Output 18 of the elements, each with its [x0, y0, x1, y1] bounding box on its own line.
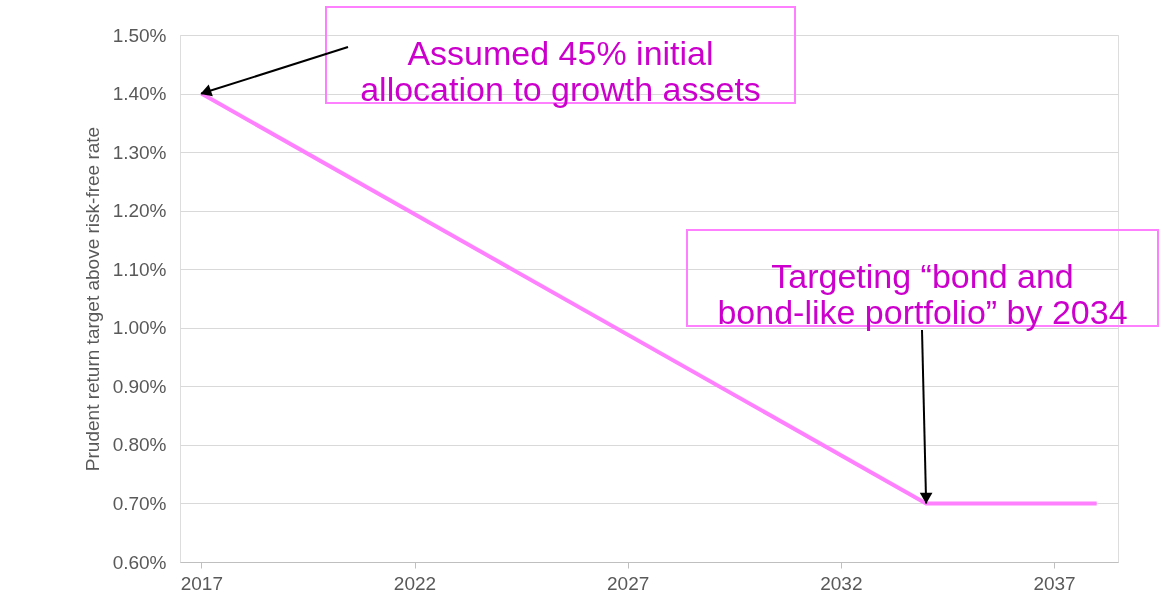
y-tick-label: 0.60% — [112, 551, 167, 573]
y-tick-label: 1.50% — [112, 24, 167, 46]
y-tick-label: 1.30% — [112, 141, 167, 163]
x-tick-label: 2032 — [820, 572, 863, 594]
x-tick-label: 2037 — [1033, 572, 1076, 594]
y-tick-label: 0.80% — [112, 434, 167, 456]
y-tick-label: 1.10% — [112, 258, 167, 280]
y-tick-label: 0.90% — [112, 375, 167, 397]
x-tick-label: 2022 — [393, 572, 437, 594]
y-tick-label: 0.70% — [112, 492, 167, 514]
x-tick-label: 2017 — [180, 572, 223, 594]
y-tick-label: 1.20% — [112, 200, 167, 222]
annotation: Assumed 45% initial allocation to growth assets — [360, 34, 761, 108]
y-axis-title: Prudent return target above risk-free rate — [81, 126, 103, 472]
y-tick-label: 1.40% — [112, 83, 167, 105]
annotation: Targeting “bond and bond-like portfolio” by 2034 — [717, 257, 1128, 331]
x-tick-label: 2027 — [607, 572, 650, 594]
y-tick-label: 1.00% — [112, 317, 167, 339]
